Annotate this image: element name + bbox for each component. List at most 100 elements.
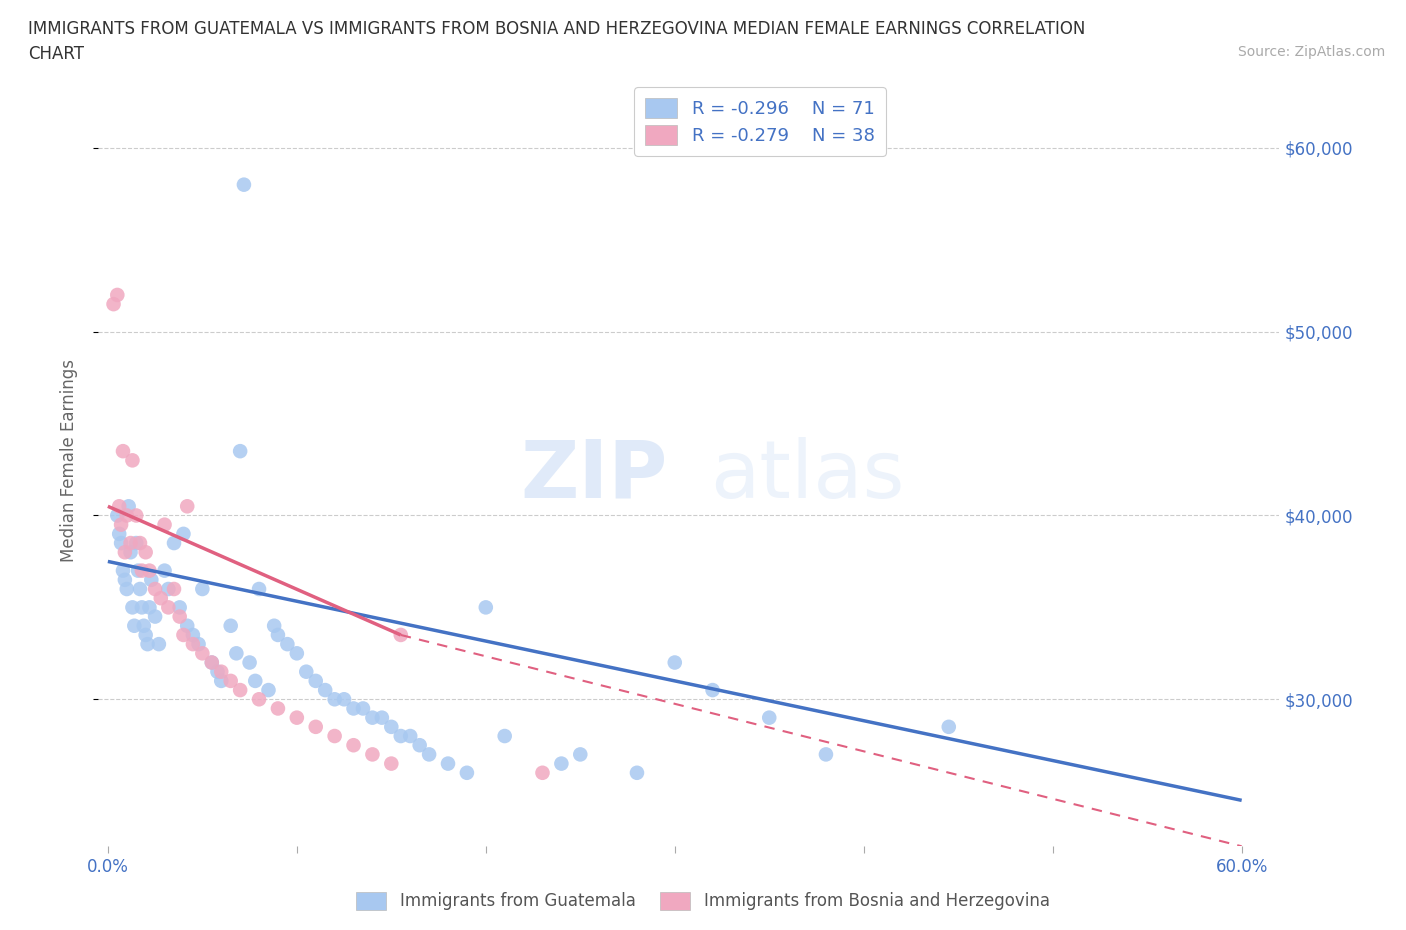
Text: ZIP: ZIP	[520, 437, 668, 515]
Point	[108, 498, 131, 513]
Point	[247, 581, 270, 596]
Point	[132, 618, 155, 633]
Point	[129, 536, 152, 551]
Point	[389, 728, 412, 743]
Point	[323, 692, 346, 707]
Point	[105, 287, 128, 302]
Point	[232, 178, 254, 193]
Point	[285, 711, 308, 725]
Point	[136, 637, 159, 652]
Point	[285, 645, 308, 660]
Point	[111, 444, 134, 458]
Point	[163, 536, 186, 551]
Point	[153, 517, 176, 532]
Point	[143, 609, 166, 624]
Point	[157, 600, 180, 615]
Point	[702, 683, 724, 698]
Point	[201, 655, 224, 670]
Point	[267, 628, 290, 643]
Point	[157, 581, 180, 596]
Point	[437, 756, 460, 771]
Point	[138, 600, 160, 615]
Point	[399, 728, 422, 743]
Point	[209, 673, 232, 688]
Point	[531, 765, 554, 780]
Point	[389, 628, 412, 643]
Legend: Immigrants from Guatemala, Immigrants from Bosnia and Herzegovina: Immigrants from Guatemala, Immigrants fr…	[350, 885, 1056, 917]
Point	[120, 545, 142, 560]
Point	[361, 711, 384, 725]
Point	[247, 692, 270, 707]
Point	[138, 564, 160, 578]
Point	[475, 600, 498, 615]
Point	[148, 637, 170, 652]
Point	[129, 581, 152, 596]
Point	[124, 618, 146, 633]
Point	[176, 618, 198, 633]
Point	[380, 756, 402, 771]
Point	[169, 600, 191, 615]
Point	[225, 645, 247, 660]
Point	[169, 609, 191, 624]
Point	[125, 536, 148, 551]
Point	[219, 673, 242, 688]
Point	[305, 673, 328, 688]
Point	[267, 701, 290, 716]
Point	[115, 508, 138, 523]
Text: CHART: CHART	[28, 45, 84, 62]
Point	[172, 628, 194, 643]
Point	[323, 728, 346, 743]
Point	[118, 498, 141, 513]
Point	[120, 536, 142, 551]
Point	[125, 508, 148, 523]
Point	[342, 701, 364, 716]
Point	[176, 498, 198, 513]
Point	[229, 444, 252, 458]
Point	[181, 637, 204, 652]
Y-axis label: Median Female Earnings: Median Female Earnings	[59, 359, 77, 562]
Point	[114, 545, 136, 560]
Point	[110, 536, 132, 551]
Text: atlas: atlas	[710, 437, 904, 515]
Point	[201, 655, 224, 670]
Point	[408, 737, 430, 752]
Point	[131, 600, 153, 615]
Point	[187, 637, 209, 652]
Point	[207, 664, 229, 679]
Point	[191, 645, 214, 660]
Point	[110, 517, 132, 532]
Point	[380, 720, 402, 735]
Point	[135, 545, 157, 560]
Point	[229, 683, 252, 698]
Point	[814, 747, 837, 762]
Point	[108, 526, 131, 541]
Point	[131, 564, 153, 578]
Point	[143, 581, 166, 596]
Point	[494, 728, 516, 743]
Point	[626, 765, 648, 780]
Point	[114, 572, 136, 587]
Point	[115, 581, 138, 596]
Point	[105, 508, 128, 523]
Point	[149, 591, 172, 605]
Point	[103, 297, 125, 312]
Point	[550, 756, 572, 771]
Point	[418, 747, 440, 762]
Point	[371, 711, 394, 725]
Point	[342, 737, 364, 752]
Point	[758, 711, 780, 725]
Point	[456, 765, 478, 780]
Point	[361, 747, 384, 762]
Point	[333, 692, 356, 707]
Point	[314, 683, 336, 698]
Point	[263, 618, 285, 633]
Point	[305, 720, 328, 735]
Point	[121, 453, 143, 468]
Point	[163, 581, 186, 596]
Point	[209, 664, 232, 679]
Point	[191, 581, 214, 596]
Point	[569, 747, 592, 762]
Point	[121, 600, 143, 615]
Text: IMMIGRANTS FROM GUATEMALA VS IMMIGRANTS FROM BOSNIA AND HERZEGOVINA MEDIAN FEMAL: IMMIGRANTS FROM GUATEMALA VS IMMIGRANTS …	[28, 20, 1085, 38]
Legend: R = -0.296    N = 71, R = -0.279    N = 38: R = -0.296 N = 71, R = -0.279 N = 38	[634, 87, 886, 156]
